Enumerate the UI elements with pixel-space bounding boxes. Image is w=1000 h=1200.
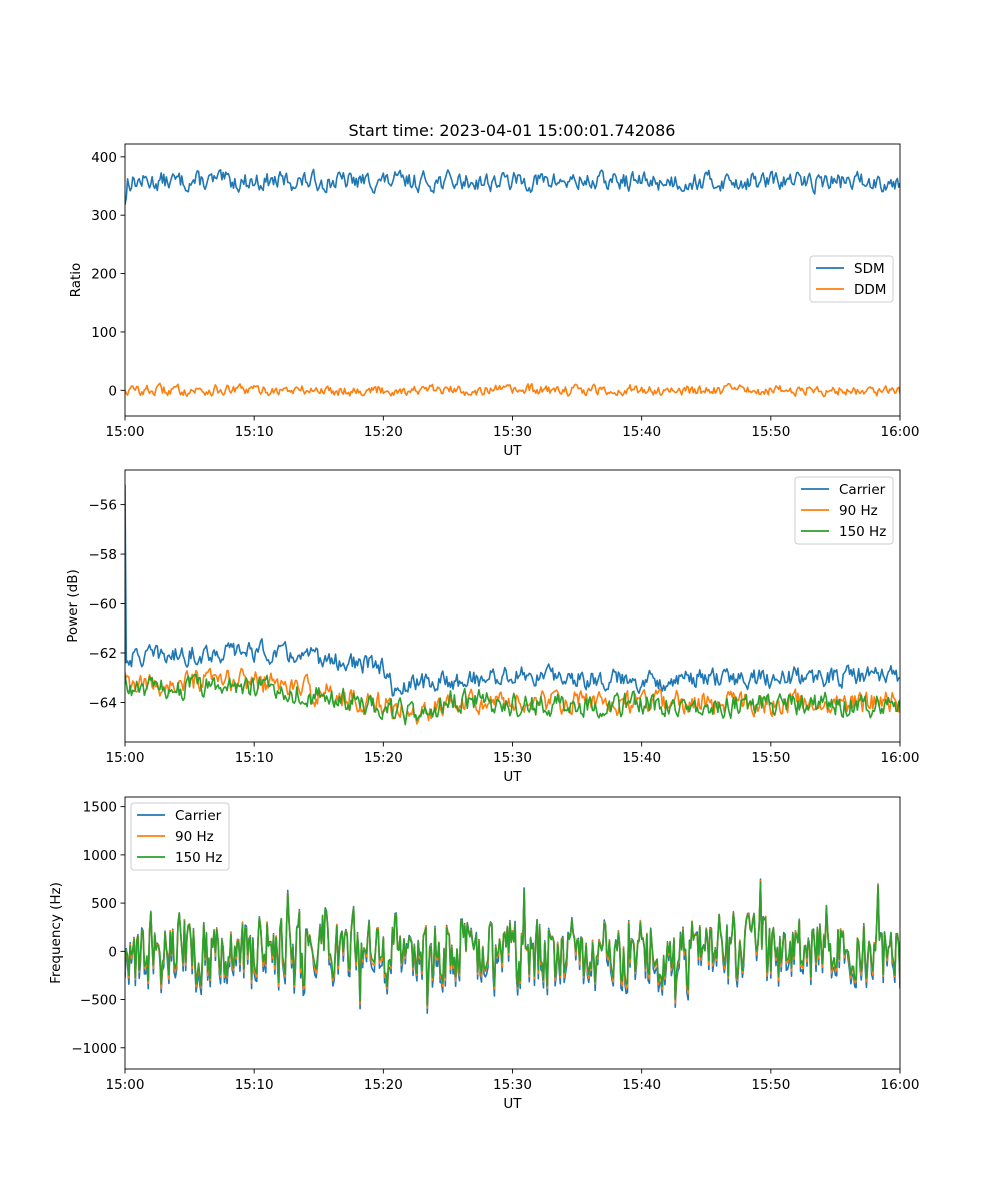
x-tick-label: 15:40 bbox=[622, 1077, 661, 1093]
legend-box bbox=[130, 802, 230, 871]
x-tick-label: 16:00 bbox=[881, 1077, 920, 1093]
x-axis-label: UT bbox=[503, 769, 522, 785]
x-tick-label: 15:30 bbox=[493, 424, 532, 440]
x-tick-label: 15:20 bbox=[364, 424, 403, 440]
y-tick-label: 0 bbox=[108, 944, 117, 960]
y-tick-label: −500 bbox=[80, 993, 117, 1009]
x-tick-label: 16:00 bbox=[881, 424, 920, 440]
y-tick-label: 100 bbox=[91, 325, 117, 341]
legend-entry: 90 Hz bbox=[839, 503, 878, 519]
series-line-150-hz bbox=[125, 673, 900, 726]
x-tick-label: 16:00 bbox=[881, 750, 920, 766]
y-tick-label: −60 bbox=[89, 597, 118, 613]
series-line-sdm bbox=[125, 168, 900, 205]
legend-entry: Carrier bbox=[839, 482, 886, 498]
legend: Carrier 90 Hz 150 Hz bbox=[130, 802, 230, 871]
y-tick-label: −64 bbox=[89, 695, 118, 711]
x-tick-label: 15:00 bbox=[106, 1077, 145, 1093]
x-axis-label: UT bbox=[503, 443, 522, 459]
x-tick-label: 15:10 bbox=[235, 750, 274, 766]
x-tick-label: 15:20 bbox=[364, 1077, 403, 1093]
legend: Carrier 90 Hz 150 Hz bbox=[794, 476, 894, 545]
x-tick-label: 15:00 bbox=[106, 424, 145, 440]
x-tick-label: 15:30 bbox=[493, 1077, 532, 1093]
y-tick-label: 200 bbox=[91, 267, 117, 283]
legend-entry: 90 Hz bbox=[175, 829, 214, 845]
y-tick-label: 0 bbox=[108, 383, 117, 399]
x-tick-label: 15:50 bbox=[751, 424, 790, 440]
y-tick-label: 1500 bbox=[83, 800, 117, 816]
y-tick-label: 500 bbox=[91, 896, 117, 912]
x-tick-label: 15:10 bbox=[235, 1077, 274, 1093]
legend-entry: SDM bbox=[854, 261, 885, 277]
y-tick-label: 300 bbox=[91, 208, 117, 224]
x-tick-label: 15:50 bbox=[751, 1077, 790, 1093]
series-line-150-hz bbox=[125, 881, 900, 1006]
chart-panel-1: 15:00 15:10 15:20 15:30 15:40 15:50 16:00 0 100 2… bbox=[68, 143, 920, 459]
y-tick-label: 1000 bbox=[83, 848, 117, 864]
y-tick-label: 400 bbox=[91, 150, 117, 166]
y-tick-label: −56 bbox=[89, 498, 118, 514]
legend-box bbox=[794, 476, 894, 545]
x-tick-label: 15:10 bbox=[235, 424, 274, 440]
x-tick-label: 15:40 bbox=[622, 424, 661, 440]
x-tick-label: 15:00 bbox=[106, 750, 145, 766]
chart-panel-2: 15:00 15:10 15:20 15:30 15:40 15:50 16:00 −64 −6… bbox=[65, 469, 920, 785]
y-tick-label: −58 bbox=[89, 547, 118, 563]
x-tick-label: 15:30 bbox=[493, 750, 532, 766]
x-tick-label: 15:40 bbox=[622, 750, 661, 766]
y-axis-label: Ratio bbox=[68, 263, 84, 298]
legend: SDM DDM bbox=[809, 255, 894, 303]
series-line-ddm bbox=[125, 382, 900, 398]
legend-entry: 150 Hz bbox=[839, 524, 886, 540]
x-tick-label: 15:50 bbox=[751, 750, 790, 766]
legend-entry: 150 Hz bbox=[175, 850, 222, 866]
y-axis-label: Power (dB) bbox=[65, 569, 81, 642]
x-axis-label: UT bbox=[503, 1096, 522, 1112]
y-axis-label: Frequency (Hz) bbox=[48, 882, 64, 984]
series-line-carrier bbox=[125, 484, 900, 697]
legend-entry: DDM bbox=[854, 282, 886, 298]
y-tick-label: −62 bbox=[89, 646, 118, 662]
x-tick-label: 15:20 bbox=[364, 750, 403, 766]
y-tick-label: −1000 bbox=[71, 1041, 117, 1057]
legend-entry: Carrier bbox=[175, 808, 222, 824]
chart-title: Start time: 2023-04-01 15:00:01.742086 bbox=[349, 121, 676, 140]
chart-panel-3: 15:00 15:10 15:20 15:30 15:40 15:50 16:00 −1000… bbox=[48, 796, 920, 1112]
